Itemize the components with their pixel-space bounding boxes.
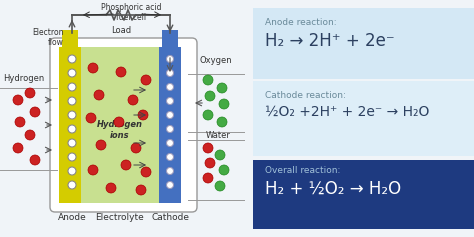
Circle shape [116,67,126,77]
FancyBboxPatch shape [62,30,78,48]
Text: Load: Load [111,26,131,35]
Circle shape [203,110,213,120]
FancyBboxPatch shape [253,8,474,79]
Circle shape [215,181,225,191]
Text: Cathode: Cathode [151,213,189,222]
Circle shape [166,83,173,91]
FancyBboxPatch shape [50,38,197,212]
Circle shape [217,117,227,127]
Circle shape [96,140,106,150]
Circle shape [68,111,76,119]
Text: H₂ + ½O₂ → H₂O: H₂ + ½O₂ → H₂O [265,180,401,198]
Text: Anode: Anode [58,213,86,222]
Text: Cathode reaction:: Cathode reaction: [265,91,346,100]
FancyBboxPatch shape [81,47,159,203]
Circle shape [217,83,227,93]
Circle shape [25,88,35,98]
Circle shape [25,130,35,140]
Circle shape [94,90,104,100]
Circle shape [219,99,229,109]
Circle shape [68,97,76,105]
Circle shape [166,111,173,118]
Circle shape [205,158,215,168]
Circle shape [219,165,229,175]
Circle shape [138,110,148,120]
FancyBboxPatch shape [253,81,474,156]
Circle shape [166,126,173,132]
Text: Phosphoric acid
fuel cell: Phosphoric acid fuel cell [101,3,161,23]
Text: Electrolyte: Electrolyte [96,213,145,222]
Circle shape [128,95,138,105]
Circle shape [215,150,225,160]
Text: H₂ → 2H⁺ + 2e⁻: H₂ → 2H⁺ + 2e⁻ [265,32,395,50]
Circle shape [114,117,124,127]
Circle shape [205,91,215,101]
Circle shape [203,143,213,153]
Circle shape [166,154,173,160]
Circle shape [106,183,116,193]
Circle shape [88,165,98,175]
Text: Hydrogen
ions: Hydrogen ions [97,120,143,140]
Text: Electron
flow: Electron flow [33,28,64,47]
Circle shape [68,69,76,77]
Circle shape [15,117,25,127]
Circle shape [141,167,151,177]
Circle shape [30,155,40,165]
Circle shape [131,143,141,153]
Circle shape [88,63,98,73]
Circle shape [68,181,76,189]
Circle shape [166,168,173,174]
Circle shape [166,55,173,63]
Circle shape [68,153,76,161]
Circle shape [141,75,151,85]
Circle shape [203,75,213,85]
Circle shape [203,173,213,183]
Circle shape [86,113,96,123]
Circle shape [136,185,146,195]
Circle shape [13,95,23,105]
Text: Hydrogen: Hydrogen [3,74,45,83]
Circle shape [166,140,173,146]
Circle shape [166,182,173,188]
Circle shape [30,107,40,117]
Circle shape [166,97,173,105]
Circle shape [166,69,173,77]
Text: Water: Water [206,131,230,140]
Circle shape [121,160,131,170]
Text: ½O₂ +2H⁺ + 2e⁻ → H₂O: ½O₂ +2H⁺ + 2e⁻ → H₂O [265,105,429,119]
FancyBboxPatch shape [253,160,474,229]
Circle shape [68,167,76,175]
FancyBboxPatch shape [159,47,181,203]
Circle shape [13,143,23,153]
Text: Oxygen: Oxygen [200,56,232,65]
Circle shape [68,55,76,63]
Text: Anode reaction:: Anode reaction: [265,18,337,27]
Circle shape [68,139,76,147]
FancyBboxPatch shape [59,47,81,203]
Circle shape [68,125,76,133]
Text: Overall reaction:: Overall reaction: [265,166,340,175]
FancyBboxPatch shape [162,30,178,48]
Circle shape [68,83,76,91]
